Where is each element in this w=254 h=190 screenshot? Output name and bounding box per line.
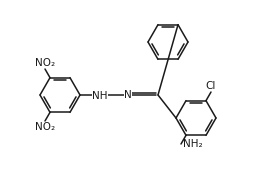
Text: N: N (124, 90, 132, 101)
Text: NH: NH (92, 91, 108, 101)
Text: NO₂: NO₂ (35, 122, 55, 132)
Text: Cl: Cl (206, 81, 216, 91)
Text: NO₂: NO₂ (35, 58, 55, 68)
Text: NH₂: NH₂ (183, 139, 203, 149)
